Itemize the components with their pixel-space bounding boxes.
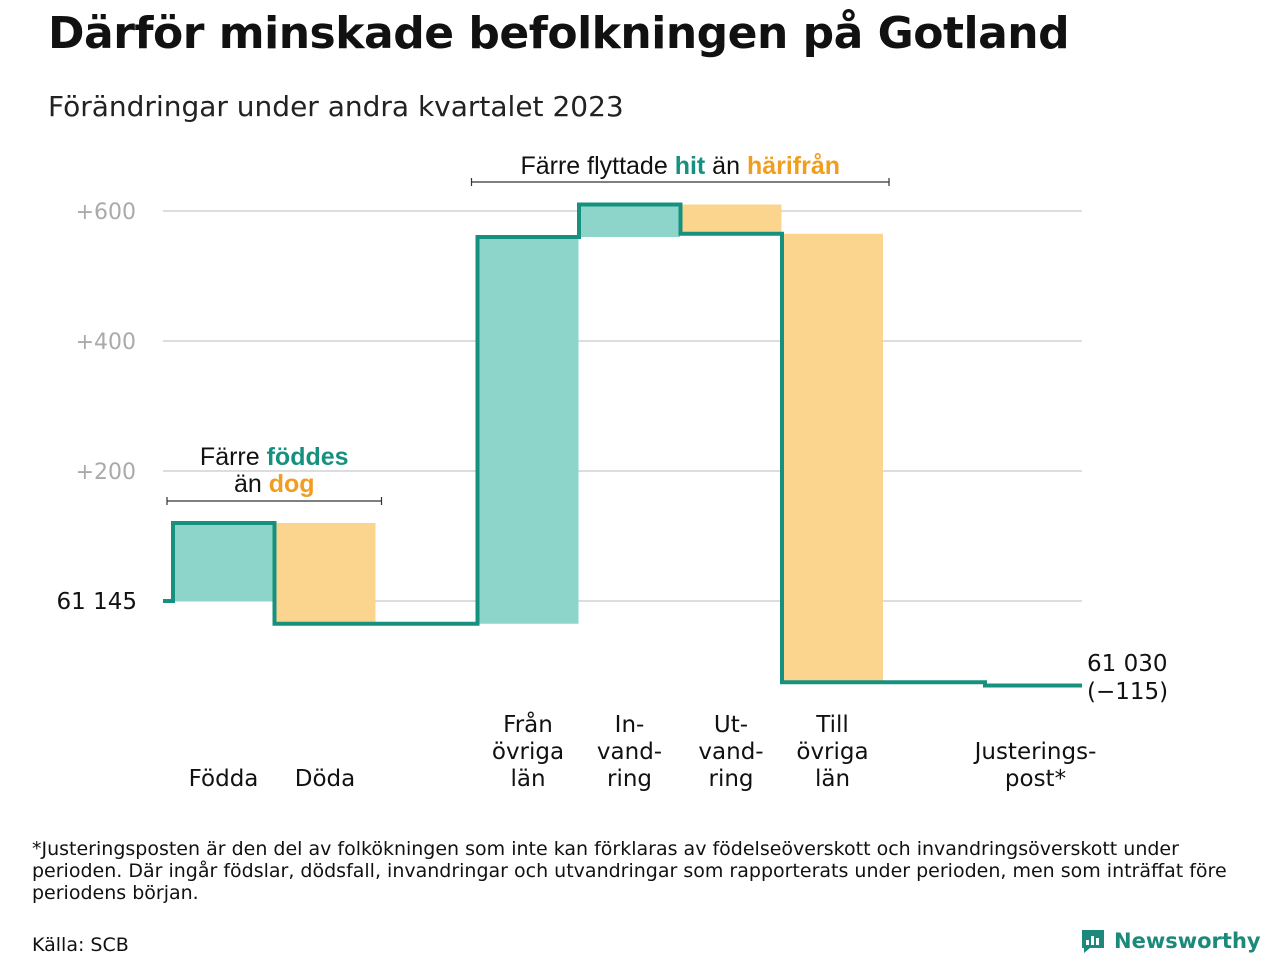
category-label: vand- [698, 739, 763, 765]
annotation-segment: Färre flyttade [520, 152, 674, 180]
annotation-migration-text: Färre flyttade hit än härifrån [520, 152, 840, 180]
annotation-segment: hit [675, 152, 706, 180]
bar-outflow [680, 204, 782, 234]
y-tick-label: +400 [76, 330, 136, 355]
category-label: Justerings- [973, 739, 1097, 765]
annotation-segment: föddes [267, 443, 349, 471]
category-label: Från [503, 710, 553, 738]
category-label: övriga [796, 739, 868, 765]
category-label: ring [708, 766, 753, 792]
annotation-births-text: än dog [234, 470, 315, 498]
source-label: Källa: SCB [32, 934, 129, 956]
end-change-label: (−115) [1087, 679, 1168, 705]
bar-outflow [782, 233, 883, 683]
footnote: *Justeringsposten är den del av folkökni… [32, 838, 1227, 904]
category-label: övriga [492, 739, 564, 765]
annotation-segment: än [234, 470, 269, 498]
population-step-line [163, 202, 1082, 688]
bar-inflow [173, 523, 274, 601]
annotation-segment: Färre [200, 443, 267, 471]
category-label: län [815, 766, 850, 792]
category-label: post* [1005, 766, 1066, 792]
category-label: Döda [295, 766, 355, 792]
category-label: Födda [189, 766, 259, 792]
annotation-segment: dog [269, 470, 315, 498]
y-tick-label: +600 [76, 200, 136, 225]
category-label: län [510, 766, 545, 792]
annotation-births-text: Färre föddes [200, 443, 349, 471]
chart-subtitle: Förändringar under andra kvartalet 2023 [48, 90, 624, 123]
category-label: In- [615, 712, 645, 738]
category-label: Till [815, 712, 849, 738]
annotation-segment: än [705, 152, 747, 180]
bar-inflow [579, 204, 680, 237]
category-label: Ut- [714, 712, 748, 738]
start-value-label: 61 145 [57, 589, 137, 615]
newsworthy-logo: Newsworthy [1080, 928, 1261, 954]
bar-outflow [274, 523, 376, 624]
end-value-label: 61 030 [1087, 651, 1167, 677]
annotation-segment: härifrån [747, 152, 840, 180]
category-label: ring [607, 766, 652, 792]
bar-inflow [477, 237, 579, 624]
brand-name: Newsworthy [1114, 929, 1261, 953]
newsworthy-logo-icon [1082, 930, 1104, 953]
chart-title: Därför minskade befolkningen på Gotland [48, 8, 1070, 59]
category-label: vand- [597, 739, 662, 765]
y-tick-label: +200 [76, 460, 136, 485]
